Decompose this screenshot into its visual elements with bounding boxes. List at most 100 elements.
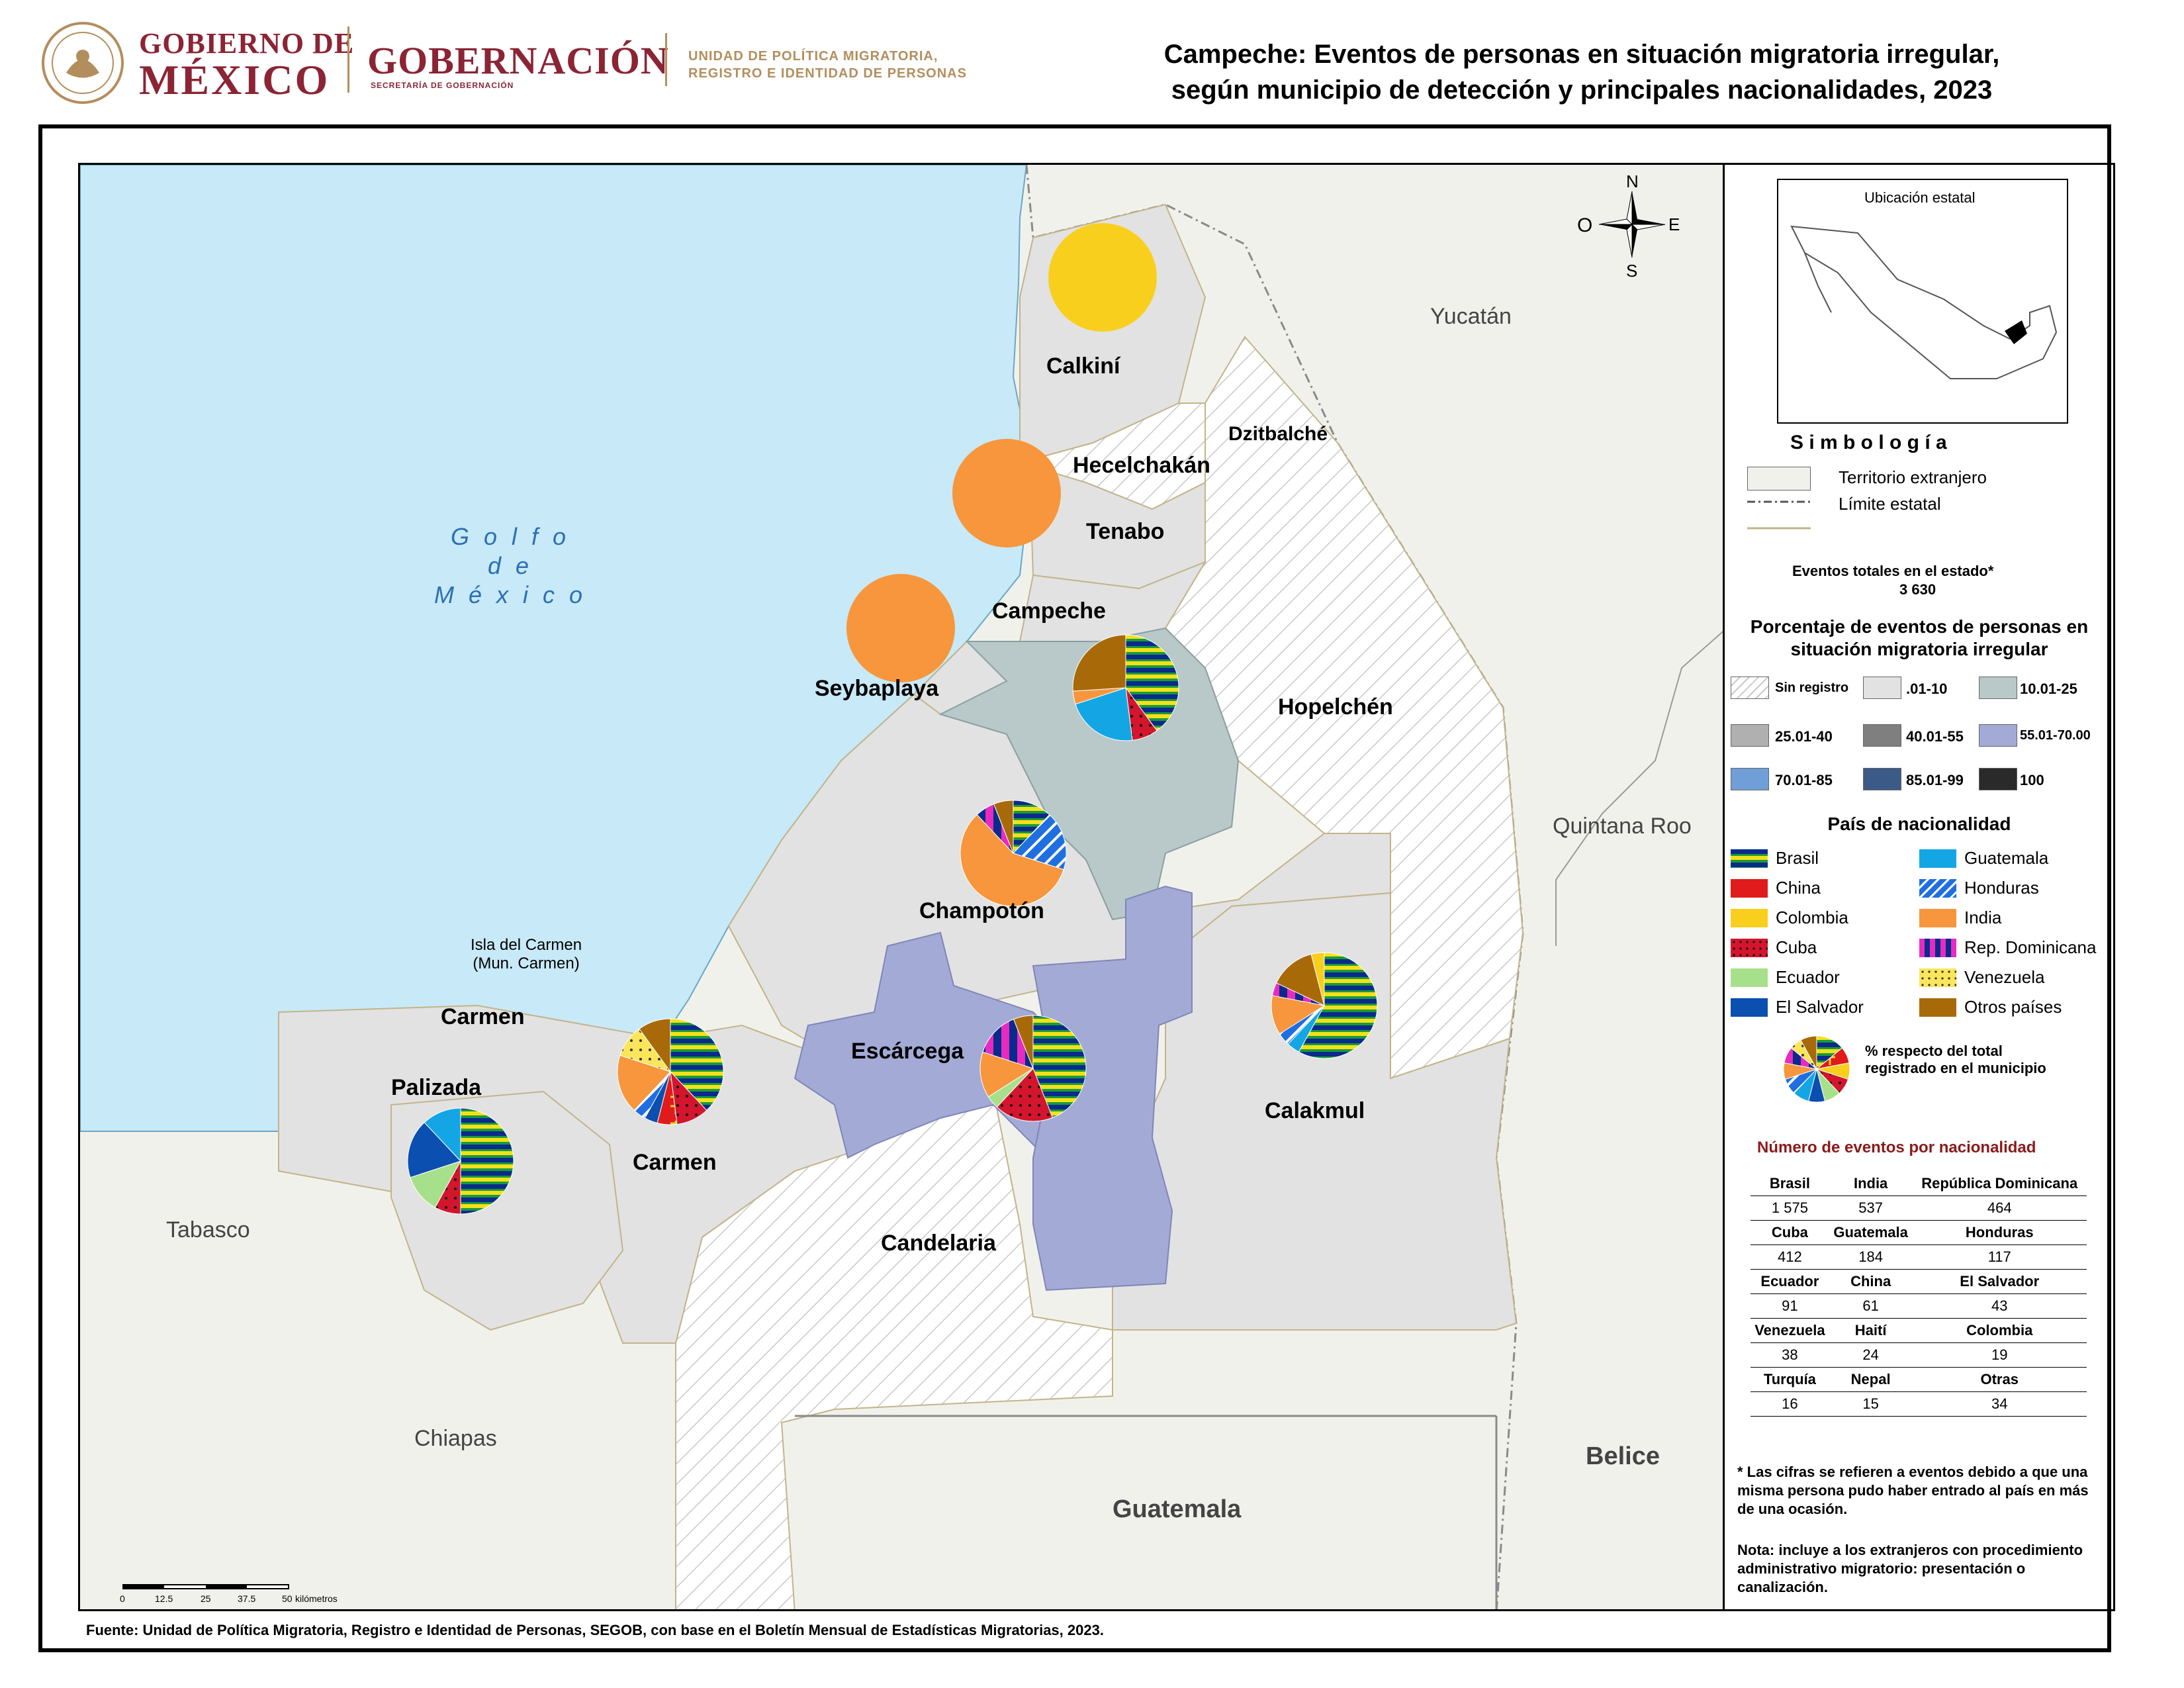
pct-class-label: Sin registro (1775, 680, 1849, 695)
outer-frame (38, 124, 2111, 1652)
location-title: Ubicación estatal (1864, 189, 1976, 206)
nationality-label-guatemala: Guatemala (1964, 848, 2049, 868)
seybaplaya-label: Seybaplaya (815, 676, 939, 701)
table-row: Cuba Guatemala Honduras (1751, 1220, 2087, 1245)
champoton-pie-slice-india (960, 814, 1064, 907)
hecelchakan-pie (952, 439, 1061, 547)
total-value: 3 630 (1899, 581, 1936, 598)
pct-class-swatch (1979, 768, 2017, 790)
compass-o: O (1577, 214, 1593, 236)
table-cell: 24 (1829, 1342, 1913, 1368)
pie-legend-sample (1783, 1035, 1850, 1103)
guatemala-label: Guatemala (1113, 1495, 1242, 1523)
page-title: Campeche: Eventos de personas en situaci… (1072, 36, 2091, 108)
limite-swatch (1747, 500, 1811, 530)
dzitbalche-label: Dzitbalché (1228, 423, 1328, 445)
nationality-swatch-honduras (1919, 879, 1956, 898)
pie-note: % respecto del total registrado en el mu… (1865, 1043, 2046, 1077)
table-cell: 43 (1912, 1293, 2087, 1319)
nationality-label-brasil: Brasil (1776, 848, 1819, 868)
table-row: 91 61 43 (1751, 1293, 2087, 1319)
total-label: Eventos totales en el estado* (1792, 563, 1994, 579)
nationality-label-elsalvador: El Salvador (1776, 997, 1864, 1017)
gobierno-l2: MÉXICO (139, 56, 330, 103)
nationality-label-venezuela: Venezuela (1964, 967, 2045, 987)
pct-class-label: 10.01-25 (2020, 680, 2077, 697)
table-cell: 464 (1912, 1196, 2087, 1221)
sample-pie-slice-otros (1800, 1035, 1817, 1070)
table-cell: 61 (1829, 1293, 1913, 1319)
isla-l1: Isla del Carmen (471, 936, 582, 954)
title-line-2: según municipio de detección y principal… (1171, 75, 1993, 105)
seybaplaya-pie (846, 574, 955, 682)
nationality-label-colombia: Colombia (1776, 908, 1848, 927)
nationality-label-otros: Otros países (1964, 997, 2062, 1017)
gobierno-l1: GOBIERNO DE (139, 27, 355, 60)
footnote: * Las cifras se refieren a eventos debid… (1737, 1464, 2089, 1517)
header-divider (665, 33, 667, 86)
table-cell: Cuba (1751, 1220, 1829, 1245)
gulf-l2: d e (487, 552, 533, 579)
government-seal (40, 20, 126, 106)
calakmul-pie-slice-otros (1275, 953, 1325, 1006)
table-title: Número de eventos por nacionalidad (1757, 1139, 2036, 1156)
nationality-swatch-colombia (1731, 909, 1768, 927)
palizada-label: Palizada (391, 1075, 482, 1100)
nota: Nota: incluye a los extranjeros con proc… (1737, 1542, 2083, 1595)
champoton-label: Champotón (919, 898, 1044, 923)
unidad-text: UNIDAD DE POLÍTICA MIGRATORIA, REGISTRO … (688, 48, 967, 82)
table-cell: 91 (1751, 1293, 1829, 1319)
carmen-pie-slice-india (617, 1055, 671, 1111)
campeche-label: Campeche (992, 598, 1106, 624)
calkini-label: Calkiní (1046, 353, 1120, 379)
table-row: Turquía Nepal Otras (1751, 1367, 2087, 1392)
pct-class-label: 70.01-85 (1775, 772, 1833, 788)
pct-class-label: 40.01-55 (1906, 728, 1964, 745)
nationality-label-repdom: Rep. Dominicana (1964, 937, 2097, 957)
table-cell: 38 (1751, 1342, 1829, 1368)
nationality-swatch-india (1919, 909, 1956, 927)
pct-class-swatch (1979, 677, 2017, 699)
scale-tick-2: 25 (201, 1593, 211, 1604)
belice-label: Belice (1586, 1442, 1660, 1470)
pct-class-label: 100 (2020, 772, 2044, 788)
escarcega-pie-slice-otros (1013, 1015, 1034, 1069)
calakmul-label: Calakmul (1265, 1098, 1365, 1123)
nationality-label-india: India (1964, 908, 2002, 927)
table-row: 16 15 34 (1751, 1391, 2087, 1417)
scale-tick-4: 50 (282, 1593, 293, 1604)
pct-class-label: 25.01-40 (1775, 728, 1833, 745)
scale-bar (122, 1584, 289, 1589)
table-cell: Brasil (1751, 1172, 1829, 1196)
table-cell: 15 (1829, 1391, 1913, 1417)
table-row: Venezuela Haití Colombia (1751, 1318, 2087, 1343)
legend-panel (1725, 163, 2115, 1611)
territorio-swatch (1747, 467, 1811, 491)
champoton-pie-slice-honduras (1013, 814, 1067, 870)
campeche-pie-slice-brasil (1125, 634, 1179, 731)
chiapas-label: Chiapas (414, 1426, 497, 1451)
pct-class-swatch (1979, 724, 2017, 747)
escarcega-pie-slice-repdom (982, 1018, 1034, 1069)
campeche-location-marker (2005, 320, 2027, 344)
carmen-pie-slice-otros (639, 1018, 671, 1073)
nationality-swatch-ecuador (1731, 968, 1768, 987)
nationality-label-honduras: Honduras (1964, 878, 2039, 898)
table-cell: 19 (1912, 1342, 2087, 1368)
simbologia-title: S i m b o l o g í a (1790, 432, 1947, 453)
pct-class-swatch (1863, 677, 1901, 699)
gulf-l3: M é x i c o (433, 581, 587, 608)
nat-title: País de nacionalidad (1827, 814, 2011, 834)
table-cell: Haití (1829, 1318, 1913, 1343)
table-cell: Ecuador (1751, 1269, 1829, 1294)
palizada-pie-slice-guatemala (424, 1107, 461, 1162)
scale-tick-3: 37.5 (238, 1593, 256, 1604)
gulf-l1: G o l f o (450, 523, 570, 550)
scale-unit: kilómetros (295, 1593, 338, 1604)
gobernacion-subtitle: SECRETARÍA DE GOBERNACIÓN (371, 81, 514, 90)
hopelchen-label: Hopelchén (1278, 694, 1393, 720)
nationality-swatch-cuba (1731, 939, 1768, 957)
table-cell: 1 575 (1751, 1196, 1829, 1221)
palizada-pie-slice-ecuador (410, 1160, 462, 1208)
isla-del-carmen-label: Isla del Carmen (Mun. Carmen) (471, 936, 582, 973)
